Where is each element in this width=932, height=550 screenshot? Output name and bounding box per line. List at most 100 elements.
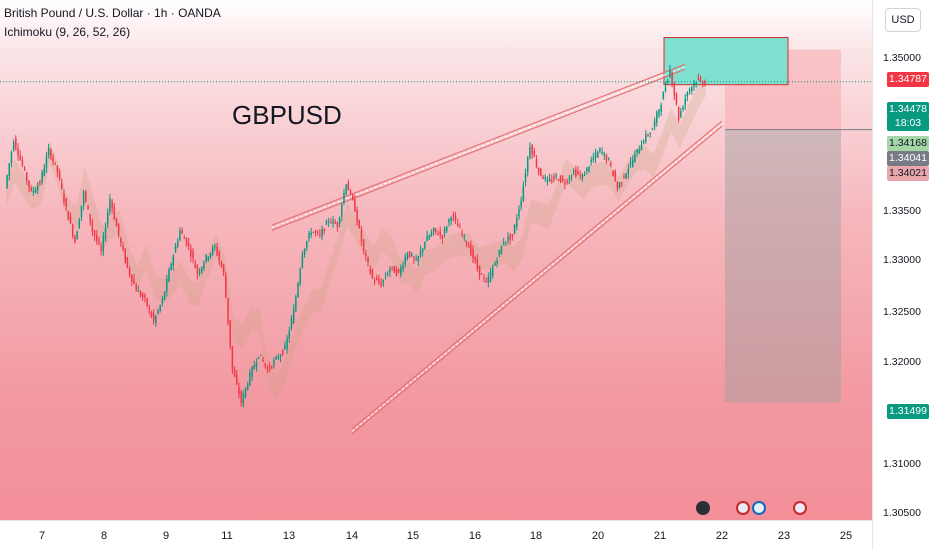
candle-body (220, 262, 223, 267)
candle-body (133, 279, 135, 284)
candle-body (498, 250, 501, 255)
candle-body (211, 247, 214, 254)
candle-body (39, 182, 41, 184)
candle-body (69, 216, 72, 224)
candle-body (404, 257, 406, 265)
candle-body (546, 179, 549, 182)
lower-channel-line-2 (351, 125, 723, 435)
candle-body (406, 253, 409, 260)
candle-body (159, 305, 161, 311)
currency-button[interactable]: USD (885, 8, 921, 32)
candle-body (126, 257, 129, 268)
candle-body (196, 265, 199, 275)
candle-body (54, 162, 56, 164)
candle-body (356, 209, 358, 223)
candle-body (389, 268, 391, 273)
candle-body (290, 318, 293, 328)
upper-channel-line-2 (271, 68, 686, 231)
lower-channel-line (351, 120, 723, 430)
candle-body (131, 274, 133, 282)
candle-body (115, 219, 118, 227)
candle-body (666, 80, 669, 83)
candle-body (704, 81, 706, 85)
candle-body (150, 312, 153, 318)
candle-body (23, 168, 26, 170)
price-scale[interactable]: USD 1.35000 1.33500 1.33000 1.32500 1.32… (872, 0, 932, 550)
candle-body (496, 260, 498, 264)
time-axis[interactable]: 7 8 9 11 13 14 15 16 18 20 21 22 23 25 (0, 520, 872, 550)
candle-body (662, 91, 665, 100)
candle-body (647, 135, 649, 137)
candle-body (542, 176, 544, 179)
candle-body (491, 267, 494, 276)
candle-body (120, 237, 122, 243)
candle-body (327, 221, 330, 223)
candle-body (67, 211, 70, 221)
candle-body (533, 150, 536, 157)
candle-body (137, 290, 140, 292)
candle-body (393, 266, 396, 273)
last-price-badge: 1.34478 (887, 102, 929, 117)
candle-body (478, 265, 481, 276)
candle-body (179, 230, 181, 241)
candle-body (369, 268, 371, 274)
lightning-event-icon[interactable] (696, 501, 710, 515)
us-flag-icon[interactable] (752, 501, 766, 515)
time-tick: 7 (38, 530, 46, 542)
candle-body (365, 253, 367, 256)
candle-body (419, 250, 422, 257)
candle-body (146, 298, 148, 307)
candle-body (168, 269, 170, 282)
candle-body (614, 171, 616, 181)
candle-body (376, 278, 378, 280)
indicator-legend[interactable]: Ichimoku (9, 26, 52, 26) (4, 25, 131, 39)
candle-body (314, 230, 317, 233)
candle-body (273, 360, 275, 365)
candle-body (71, 225, 74, 237)
candle-body (568, 178, 571, 180)
candle-body (45, 156, 48, 168)
candle-body (172, 255, 175, 266)
candle-body (203, 262, 205, 269)
candle-body (268, 367, 271, 369)
candle-body (360, 230, 363, 242)
candle-body (437, 234, 439, 236)
candle-body (308, 232, 310, 240)
candle-body (161, 298, 164, 304)
candlestick-chart[interactable] (0, 0, 872, 520)
candle-body (669, 69, 671, 77)
candle-body (227, 298, 229, 324)
candle-body (577, 170, 579, 174)
candle-body (607, 158, 610, 160)
candle-body (233, 370, 236, 377)
candle-body (192, 251, 194, 259)
candle-body (85, 191, 87, 202)
candle-body (638, 149, 641, 154)
candle-body (19, 155, 21, 160)
candle-body (651, 129, 654, 131)
candle-body (128, 268, 131, 276)
time-tick: 23 (777, 530, 791, 542)
chart-plot-area[interactable]: British Pound / U.S. Dollar · 1h · OANDA… (0, 0, 872, 520)
upper-channel-line (271, 63, 686, 226)
candle-body (487, 277, 490, 283)
candle-body (303, 248, 306, 255)
candle-body (636, 149, 638, 153)
candle-body (216, 246, 218, 255)
candle-body (485, 281, 487, 283)
candle-body (34, 189, 37, 193)
uk-flag-icon[interactable] (736, 501, 750, 515)
uk-flag-icon-2[interactable] (793, 501, 807, 515)
candle-body (599, 148, 601, 152)
candle-body (417, 256, 420, 262)
candle-body (402, 265, 404, 270)
candle-body (190, 248, 192, 257)
candle-body (194, 263, 196, 268)
candle-body (535, 159, 538, 167)
candle-body (28, 180, 30, 188)
candle-body (347, 182, 350, 191)
candle-body (341, 204, 343, 217)
candle-body (242, 393, 245, 405)
candle-body (559, 175, 562, 182)
candle-body (225, 275, 227, 298)
